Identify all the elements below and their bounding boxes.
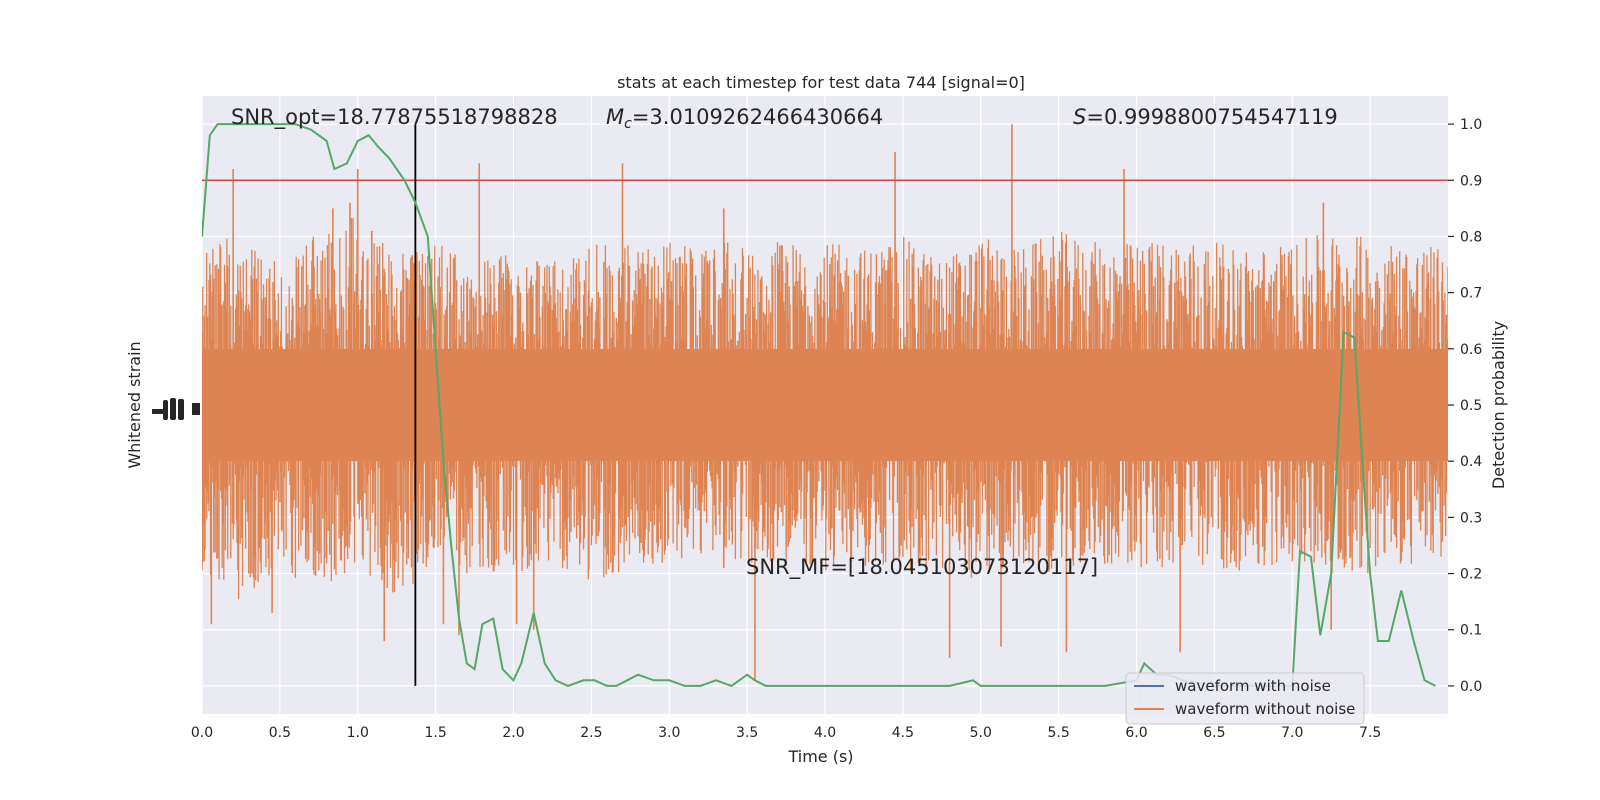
legend-label: waveform without noise: [1175, 700, 1355, 718]
chirp-mass-value: =3.0109262466430664: [632, 105, 883, 129]
x-tick-label: 1.5: [424, 725, 446, 741]
x-axis-label: Time (s): [787, 747, 853, 766]
snr-opt-annotation: SNR_opt=18.77875518798828: [231, 105, 558, 130]
legend: waveform with noise waveform without noi…: [1125, 672, 1365, 725]
x-tick-label: 0.0: [191, 725, 213, 741]
left-tick-glyph: [163, 400, 168, 420]
y-tick-label: 0.3: [1460, 510, 1482, 526]
legend-label: waveform with noise: [1175, 677, 1331, 695]
x-tick-label: 3.0: [658, 725, 680, 741]
chirp-mass-subscript: c: [624, 116, 632, 132]
y-axis-right-ticks: 0.0 0.1 0.2 0.3 0.4 0.5 0.6 0.7 0.8 0.9 1.0: [1448, 117, 1482, 695]
x-tick-label: 2.0: [502, 725, 524, 741]
y-tick-label: 0.5: [1460, 398, 1482, 414]
y-axis-left-label: Whitened strain: [125, 341, 144, 468]
chart-title: stats at each timestep for test data 744…: [617, 73, 1025, 92]
x-tick-label: 5.5: [1047, 725, 1069, 741]
s-symbol: S: [1073, 105, 1086, 129]
x-tick-label: 6.5: [1203, 725, 1225, 741]
y-axis-right-label: Detection probability: [1489, 321, 1508, 489]
y-tick-label: 0.4: [1460, 454, 1482, 470]
x-axis-ticks: 0.0 0.5 1.0 1.5 2.0 2.5 3.0 3.5 4.0 4.5 5.0 5.5 6.0 6…: [191, 725, 1381, 741]
chirp-mass-symbol: M: [606, 105, 624, 129]
y-tick-label: 0.2: [1460, 567, 1482, 583]
s-value: =0.9998800754547119: [1086, 105, 1337, 129]
x-tick-label: 1.0: [347, 725, 369, 741]
s-annotation: S=0.9998800754547119: [1073, 105, 1338, 129]
snr-mf-annotation: SNR_MF=[18.045103073120117]: [746, 555, 1098, 580]
x-tick-label: 7.0: [1281, 725, 1303, 741]
y-tick-label: 0.6: [1460, 342, 1482, 358]
y-tick-label: 0.7: [1460, 286, 1482, 302]
y-tick-label: 0.0: [1460, 679, 1482, 695]
legend-box: [1125, 672, 1365, 725]
y-tick-label: 0.9: [1460, 173, 1482, 189]
x-tick-label: 4.0: [814, 725, 836, 741]
x-tick-label: 6.0: [1125, 725, 1147, 741]
left-tick-glyph: [178, 399, 184, 420]
left-tick-glyph: [170, 398, 176, 420]
detection-probability-line: [202, 123, 1436, 688]
x-tick-label: 4.5: [892, 725, 914, 741]
left-tick-glyph: [192, 403, 200, 415]
x-tick-label: 0.5: [269, 725, 291, 741]
x-tick-label: 7.5: [1359, 725, 1381, 741]
y-tick-label: 1.0: [1460, 117, 1482, 133]
chirp-mass-annotation: Mc=3.0109262466430664: [606, 105, 883, 132]
x-tick-label: 5.0: [970, 725, 992, 741]
y-tick-label: 0.8: [1460, 229, 1482, 245]
x-tick-label: 2.5: [580, 725, 602, 741]
y-axis-left-ticks: [152, 398, 200, 420]
strain-series: [202, 124, 1448, 681]
y-tick-label: 0.1: [1460, 623, 1482, 639]
left-tick-glyph: [152, 409, 164, 414]
x-tick-label: 3.5: [736, 725, 758, 741]
